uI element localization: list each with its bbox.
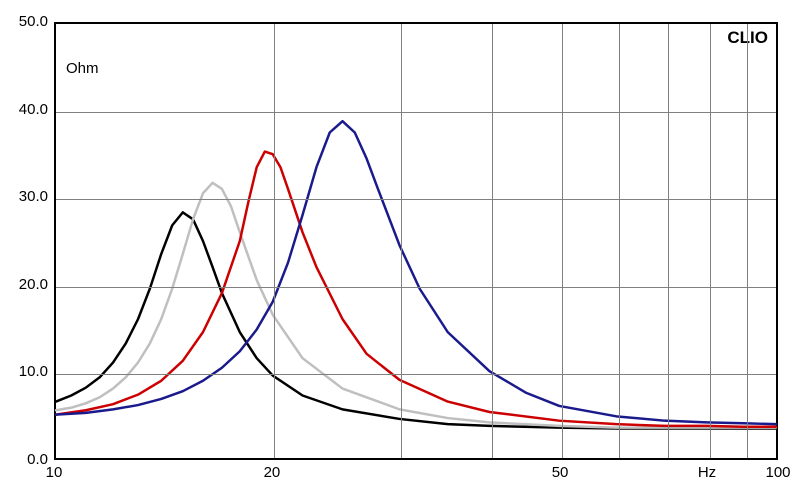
y-tick-label: 20.0 bbox=[16, 276, 48, 293]
y-unit-label: Ohm bbox=[66, 60, 99, 77]
grid-line-v-minor bbox=[710, 24, 711, 458]
plot-area: CLIO Ohm bbox=[54, 22, 778, 460]
impedance-chart: CLIO Ohm 0.010.020.030.040.050.010205010… bbox=[0, 0, 800, 504]
y-tick-label: 50.0 bbox=[16, 13, 48, 30]
grid-line-v-minor bbox=[401, 24, 402, 458]
x-tick-label: 100 bbox=[763, 464, 793, 481]
x-tick-label: 50 bbox=[545, 464, 575, 481]
grid-line-v-minor bbox=[619, 24, 620, 458]
x-unit-label: Hz bbox=[698, 464, 716, 481]
grid-line-v bbox=[274, 24, 275, 458]
y-tick-label: 30.0 bbox=[16, 188, 48, 205]
grid-line-v-minor bbox=[492, 24, 493, 458]
grid-line-v-minor bbox=[747, 24, 748, 458]
x-tick-label: 20 bbox=[257, 464, 287, 481]
grid-line-v-minor bbox=[668, 24, 669, 458]
grid-line-v bbox=[562, 24, 563, 458]
y-tick-label: 40.0 bbox=[16, 101, 48, 118]
y-tick-label: 10.0 bbox=[16, 363, 48, 380]
x-tick-label: 10 bbox=[39, 464, 69, 481]
